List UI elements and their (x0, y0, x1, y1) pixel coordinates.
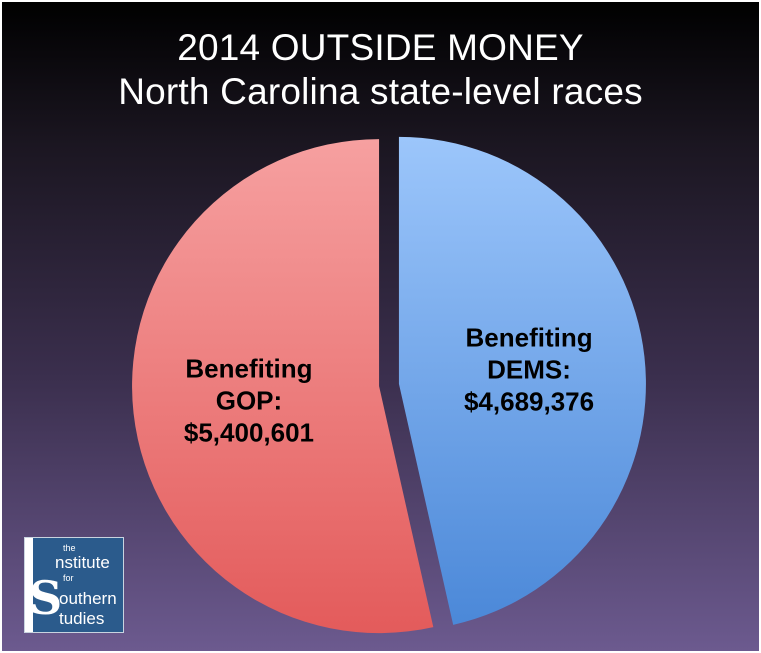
institute-logo: S the nstitute for outhern tudies (24, 537, 124, 633)
logo-bar (25, 538, 33, 632)
slice-gop (132, 139, 434, 634)
chart-subtitle: North Carolina state-level races (118, 71, 643, 112)
logo-s-mark: S (29, 571, 63, 625)
slice-label-line: GOP: (216, 386, 282, 416)
slice-label-gop: Benefiting GOP: $5,400,601 (184, 354, 314, 448)
slice-label-line: DEMS: (487, 354, 571, 384)
slice-label-line: $5,400,601 (184, 418, 314, 448)
slice-label-dems: Benefiting DEMS: $4,689,376 (464, 322, 594, 416)
slice-label-line: $4,689,376 (464, 386, 594, 416)
logo-text-the: the (63, 543, 76, 553)
pie-slices (132, 136, 646, 634)
slice-label-line: Benefiting (465, 322, 592, 352)
logo-text-southern: outhern (59, 589, 117, 608)
logo-text-studies: tudies (59, 609, 105, 628)
chart-title: 2014 OUTSIDE MONEY (177, 27, 584, 68)
logo-text-institute: nstitute (55, 553, 110, 572)
slice-dems (398, 136, 646, 625)
chart-title-block: 2014 OUTSIDE MONEY North Carolina state-… (2, 26, 759, 114)
logo-text-for: for (63, 573, 74, 583)
slice-label-line: Benefiting (185, 354, 312, 384)
